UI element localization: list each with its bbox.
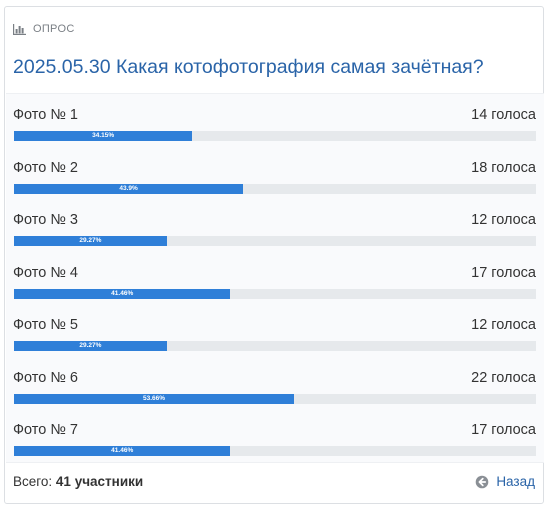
poll-option: Фото № 5 12 голоса 29.27% (6, 304, 544, 357)
option-progress-bar: 29.27% (14, 236, 167, 246)
poll-option: Фото № 7 17 голоса 41.46% (6, 409, 544, 462)
total-participants: Всего: 41 участники (13, 474, 143, 489)
option-label: Фото № 3 (13, 212, 78, 228)
option-label: Фото № 7 (13, 422, 78, 438)
option-label: Фото № 4 (13, 264, 78, 281)
back-label: Назад (496, 474, 535, 489)
option-progress-bar: 41.46% (14, 446, 231, 456)
option-progress-bar: 29.27% (14, 341, 167, 351)
option-progress-bar: 34.15% (14, 131, 193, 141)
option-progress-track: 29.27% (14, 341, 536, 351)
option-votes: 18 голоса (471, 159, 536, 176)
option-progress-bar: 53.66% (14, 393, 295, 404)
option-percent: 29.27% (79, 342, 102, 349)
poll-option: Фото № 2 18 голоса 43.9% (6, 147, 544, 200)
option-progress-track: 34.15% (14, 131, 536, 141)
option-label: Фото № 1 (13, 107, 78, 123)
option-progress-track: 43.9% (14, 183, 536, 194)
option-progress-track: 29.27% (14, 236, 536, 246)
poll-option: Фото № 6 22 голоса 53.66% (6, 357, 544, 410)
option-label: Фото № 2 (13, 159, 78, 176)
total-value: 41 участники (55, 474, 144, 489)
option-votes: 12 голоса (471, 212, 536, 228)
option-label: Фото № 6 (13, 369, 78, 386)
arrow-left-circle-icon (476, 475, 489, 488)
poll-title: 2025.05.30 Какая котофотография самая за… (13, 56, 484, 78)
option-votes: 12 голоса (471, 317, 536, 333)
poll-option: Фото № 3 12 голоса 29.27% (6, 199, 544, 252)
total-label: Всего: (13, 474, 53, 489)
bar-chart-icon (13, 23, 26, 35)
back-link[interactable]: Назад (475, 474, 535, 489)
option-percent: 41.46% (111, 289, 134, 297)
option-label: Фото № 5 (13, 317, 78, 333)
option-percent: 43.9% (119, 184, 138, 192)
poll-card: ОПРОС 2025.05.30 Какая котофотография са… (4, 6, 544, 504)
option-votes: 17 голоса (471, 264, 536, 281)
option-progress-track: 41.46% (14, 446, 536, 456)
poll-footer: Всего: 41 участники Назад (13, 473, 535, 493)
poll-option: Фото № 4 17 голоса 41.46% (6, 252, 544, 305)
option-percent: 34.15% (92, 132, 115, 139)
option-percent: 53.66% (143, 394, 166, 402)
poll-options: Фото № 1 14 голоса 34.15% Фото № 2 18 го… (6, 93, 544, 463)
option-progress-bar: 43.9% (14, 183, 244, 194)
option-percent: 29.27% (79, 237, 102, 244)
option-progress-track: 53.66% (14, 393, 536, 404)
option-percent: 41.46% (111, 447, 134, 454)
option-votes: 22 голоса (471, 369, 536, 386)
option-progress-bar: 41.46% (14, 288, 231, 299)
poll-option: Фото № 1 14 голоса 34.15% (6, 94, 544, 147)
poll-type-label: ОПРОС (33, 23, 75, 35)
poll-header: ОПРОС (13, 21, 75, 37)
option-votes: 14 голоса (471, 107, 536, 123)
option-progress-track: 41.46% (14, 288, 536, 299)
option-votes: 17 голоса (471, 422, 536, 438)
